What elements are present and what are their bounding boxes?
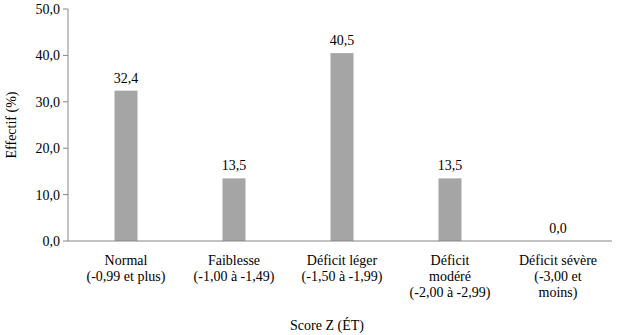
x-tick-line: (-1,50 à -1,99) — [302, 269, 383, 285]
y-tick — [63, 9, 68, 10]
x-tick-line: Déficit sévère — [519, 253, 597, 268]
x-tick-line: (-1,00 à -1,49) — [194, 269, 275, 285]
y-tick — [63, 101, 68, 102]
data-label: 32,4 — [114, 71, 139, 86]
data-label: 40,5 — [330, 33, 355, 48]
data-label: 0,0 — [549, 221, 567, 236]
x-tick-line: (-3,00 et — [534, 269, 582, 285]
x-tick-line: Déficit léger — [307, 253, 378, 268]
x-tick-label: Faiblesse(-1,00 à -1,49) — [194, 253, 275, 285]
bar — [331, 53, 354, 241]
y-tick — [63, 55, 68, 56]
bar — [115, 91, 138, 241]
data-label: 13,5 — [438, 158, 463, 173]
y-tick — [63, 241, 68, 242]
y-tick — [63, 194, 68, 195]
y-axis — [68, 9, 69, 241]
bar — [223, 178, 246, 241]
x-tick-label: Déficit sévère(-3,00 etmoins) — [519, 253, 597, 301]
chart: 0,0 10,0 20,0 30,0 40,0 50,0 32,4 13,5 40,5 13,5 0… — [0, 0, 617, 335]
y-tick — [63, 148, 68, 149]
x-tick-label: Normal(-0,99 et plus) — [87, 253, 166, 285]
x-axis-title: Score Z (ÉT) — [290, 317, 364, 334]
x-tick-line: Déficit — [431, 253, 470, 268]
y-tick-label: 10,0 — [36, 188, 61, 203]
bar — [439, 178, 462, 241]
x-tick-line: moins) — [539, 285, 578, 301]
x-tick-line: Faiblesse — [208, 253, 260, 268]
y-tick-label: 20,0 — [36, 141, 61, 156]
y-tick-label: 50,0 — [36, 2, 61, 17]
x-tick-line: modéré — [429, 269, 471, 284]
x-tick-label: Déficitmodéré(-2,00 à -2,99) — [410, 253, 491, 301]
y-tick-label: 30,0 — [36, 95, 61, 110]
data-label: 13,5 — [222, 158, 247, 173]
y-axis-title: Effectif (%) — [4, 91, 20, 158]
x-tick-line: (-0,99 et plus) — [87, 269, 166, 285]
x-tick-label: Déficit léger(-1,50 à -1,99) — [302, 253, 383, 285]
x-tick-line: Normal — [105, 253, 148, 268]
y-tick-label: 40,0 — [36, 48, 61, 63]
x-tick-line: (-2,00 à -2,99) — [410, 285, 491, 301]
y-tick-label: 0,0 — [43, 234, 61, 249]
x-axis — [68, 241, 612, 242]
